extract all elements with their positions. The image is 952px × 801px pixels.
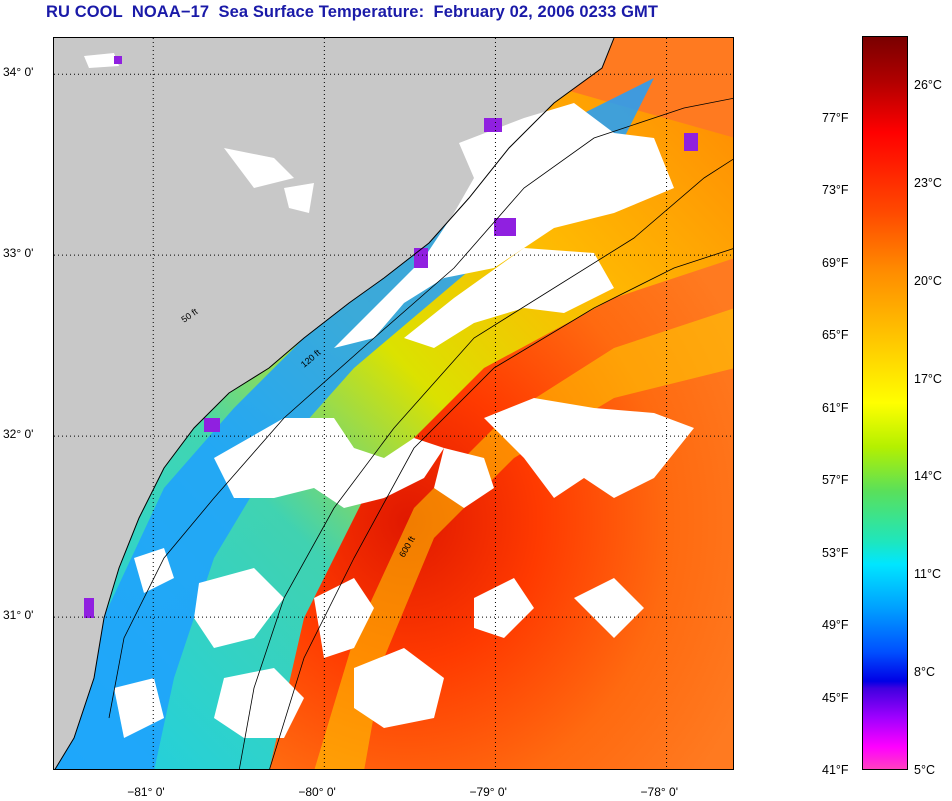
colorbar-fahrenheit-label: 41°F	[822, 763, 849, 777]
cold-flag-pixels	[84, 56, 698, 618]
lon-tick-label: −80° 0'	[298, 785, 336, 799]
sst-map[interactable]: 50 ft 120 ft 600 ft	[53, 37, 734, 770]
lat-tick-label: 31° 0'	[3, 608, 34, 623]
colorbar-celsius-label: 17°C	[914, 371, 942, 386]
colorbar-celsius-label: 23°C	[914, 175, 942, 190]
colorbar-celsius-label: 8°C	[914, 665, 935, 680]
colorbar-celsius-label: 5°C	[914, 763, 935, 777]
lat-tick-label: 34° 0'	[3, 65, 34, 80]
colorbar-fahrenheit-label: 77°F	[822, 110, 849, 125]
isobath-120ft	[238, 158, 733, 769]
yellow-band	[314, 308, 733, 769]
map-title: RU COOL NOAA−17 Sea Surface Temperature:…	[46, 3, 659, 21]
colorbar-celsius-label: 26°C	[914, 77, 942, 92]
colorbar-fahrenheit-label: 57°F	[822, 473, 849, 488]
colorbar-celsius-label: 20°C	[914, 273, 942, 288]
colorbar-fahrenheit-label: 65°F	[822, 328, 849, 343]
lon-tick-label: −81° 0'	[127, 785, 165, 799]
temperature-colorbar	[862, 36, 908, 770]
lon-tick-label: −78° 0'	[640, 785, 678, 799]
colorbar-fahrenheit-label: 61°F	[822, 400, 849, 415]
colorbar-celsius-label: 14°C	[914, 469, 942, 484]
isobaths	[108, 97, 733, 769]
land-mass	[54, 38, 614, 769]
lat-tick-label: 33° 0'	[3, 246, 34, 261]
colorbar-fahrenheit-label: 73°F	[822, 183, 849, 198]
isobath-600ft	[269, 248, 733, 769]
lon-tick-label: −79° 0'	[469, 785, 507, 799]
lat-tick-label: 32° 0'	[3, 427, 34, 442]
isobath-50ft	[108, 97, 733, 719]
colorbar-fahrenheit-label: 69°F	[822, 255, 849, 270]
colorbar-fahrenheit-label: 49°F	[822, 618, 849, 632]
graticule	[54, 38, 733, 769]
colorbar-fahrenheit-label: 45°F	[822, 690, 849, 705]
colorbar-fahrenheit-label: 53°F	[822, 545, 849, 560]
coastline	[54, 38, 615, 769]
colorbar-celsius-label: 11°C	[914, 567, 942, 582]
